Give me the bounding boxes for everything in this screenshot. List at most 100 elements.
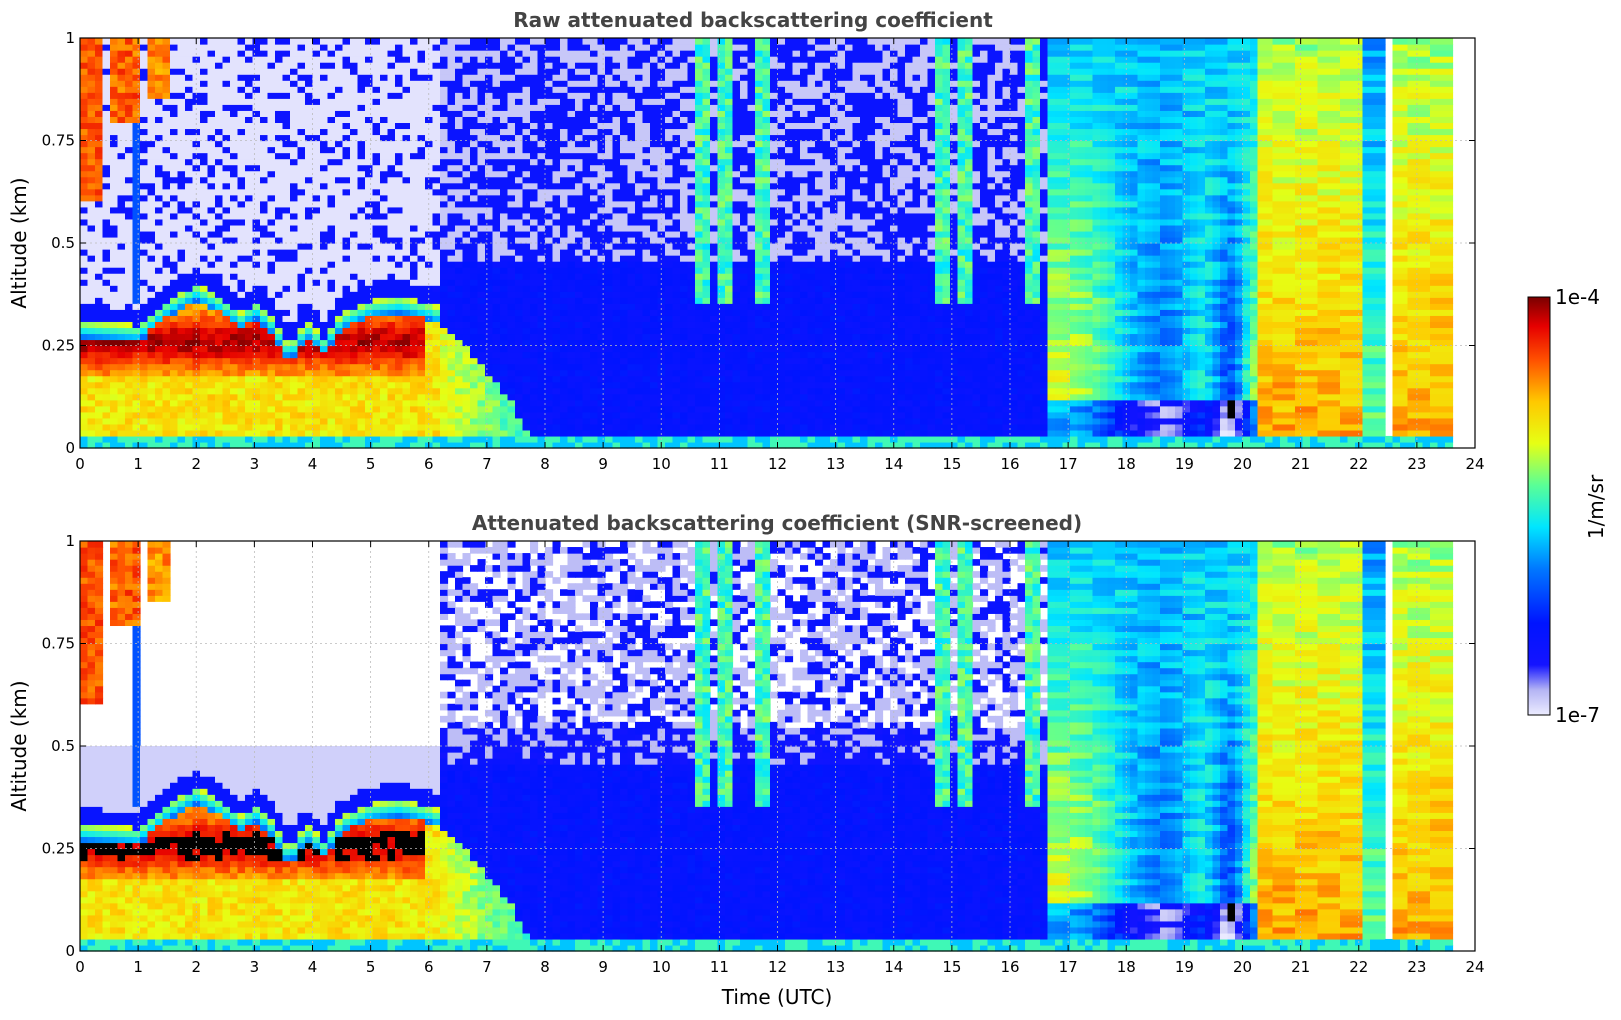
heatmap-cell [545,333,554,341]
heatmap-cell [545,230,554,238]
heatmap-cell [140,375,149,383]
heatmap-cell [395,423,404,431]
heatmap-cell [140,212,149,220]
heatmap-cell [620,224,629,232]
heatmap-cell [140,309,149,316]
heatmap-cell [380,68,389,75]
heatmap-cell [275,98,284,105]
heatmap-cell [102,399,111,407]
heatmap-cell [252,188,261,196]
heatmap-cell [455,363,464,371]
heatmap-cell [117,441,126,449]
heatmap-cell [237,267,246,274]
heatmap-cell [327,261,336,268]
heatmap-cell [237,423,246,431]
heatmap-cell [155,399,164,407]
heatmap-cell [252,255,261,262]
heatmap-cell [125,423,134,431]
heatmap-cell [215,327,224,335]
heatmap-cell [320,188,329,196]
heatmap-cell [177,393,186,401]
heatmap-cell [492,92,501,99]
heatmap-cell [110,74,119,81]
heatmap-cell [537,387,546,395]
heatmap-cell [455,188,464,196]
heatmap-cell [275,303,284,310]
heatmap-cell [147,345,156,353]
heatmap-cell [177,423,186,431]
heatmap-cell [470,261,479,268]
heatmap-cell [455,176,464,184]
heatmap-cell [140,128,149,136]
heatmap-cell [177,363,186,371]
heatmap-cell [365,152,374,160]
heatmap-cell [597,321,606,329]
heatmap-cell [507,38,516,45]
heatmap-cell [342,321,351,329]
heatmap-cell [132,134,141,142]
heatmap-cell [125,303,134,310]
heatmap-cell [545,146,554,154]
heatmap-cell [567,255,576,262]
heatmap-cell [312,158,321,166]
heatmap-cell [575,441,584,449]
heatmap-cell [485,279,494,286]
heatmap-cell [380,297,389,304]
heatmap-cell [87,116,96,124]
heatmap-cell [432,164,441,172]
heatmap-cell [230,243,239,250]
heatmap-cell [515,176,524,184]
heatmap-cell [207,399,216,407]
heatmap-cell [312,399,321,407]
heatmap-cell [335,297,344,304]
heatmap-cell [417,224,426,232]
heatmap-cell [530,315,539,322]
heatmap-cell [267,321,276,329]
heatmap-cell [560,297,569,304]
heatmap-cell [470,381,479,389]
heatmap-cell [102,152,111,160]
heatmap-cell [447,255,456,262]
heatmap-cell [455,351,464,359]
heatmap-cell [177,381,186,389]
heatmap-cell [440,309,449,316]
heatmap-cell [440,80,449,87]
heatmap-cell [185,267,194,274]
heatmap-cell [275,345,284,353]
heatmap-cell [110,345,119,353]
heatmap-cell [162,297,171,304]
heatmap-cell [567,315,576,322]
heatmap-cell [507,339,516,347]
heatmap-cell [117,243,126,250]
heatmap-cell [365,327,374,335]
heatmap-cell [297,255,306,262]
heatmap-cell [95,441,104,449]
heatmap-cell [200,80,209,87]
heatmap-cell [380,387,389,395]
heatmap-cell [170,393,179,401]
heatmap-cell [327,80,336,87]
heatmap-cell [282,243,291,250]
heatmap-cell [545,116,554,124]
heatmap-cell [327,291,336,298]
heatmap-cell [200,267,209,274]
heatmap-cell [522,309,531,316]
heatmap-cell [245,128,254,136]
heatmap-cell [290,50,299,57]
heatmap-cell [402,435,411,443]
heatmap-cell [350,363,359,371]
heatmap-cell [125,50,134,57]
heatmap-cell [327,230,336,238]
heatmap-cell [350,188,359,196]
heatmap-cell [455,429,464,437]
heatmap-cell [387,62,396,69]
heatmap-cell [567,429,576,437]
heatmap-cell [155,249,164,256]
heatmap-cell [402,333,411,341]
heatmap-cell [140,381,149,389]
heatmap-cell [357,200,366,208]
heatmap-cell [492,188,501,196]
heatmap-cell [500,68,509,75]
heatmap-cell [185,357,194,365]
heatmap-cell [402,291,411,298]
